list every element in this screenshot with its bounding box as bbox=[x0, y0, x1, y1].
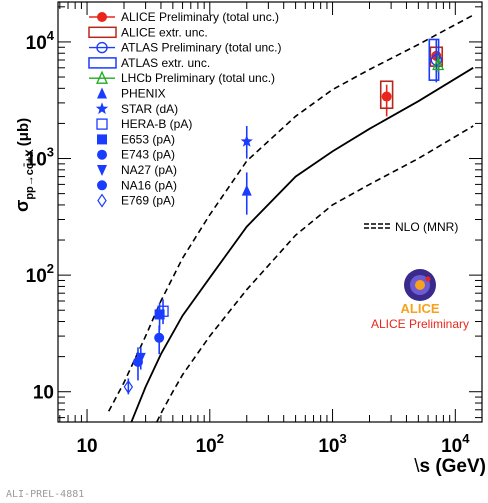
y-tick-base: 10 bbox=[26, 266, 47, 287]
legend-label-na16-pa: NA16 (pA) bbox=[121, 178, 177, 192]
legend-marker-lhcb-preliminary-total-unc bbox=[95, 70, 109, 84]
nlo-curve-lower bbox=[156, 125, 474, 422]
legend-marker-hera-b-pa bbox=[96, 118, 108, 130]
x-tick-base: 10 bbox=[318, 436, 339, 457]
y-tick-base: 10 bbox=[26, 33, 47, 54]
legend-marker-e743-pa bbox=[97, 149, 107, 160]
nlo-curve-upper bbox=[107, 14, 474, 412]
legend-marker-na16-pa bbox=[97, 180, 107, 191]
nlo-curves bbox=[107, 14, 474, 422]
x-tick-base: 10 bbox=[196, 436, 217, 457]
y-axis-title: σpp→cc̄+X(μb) bbox=[12, 118, 36, 212]
y-tick-exp: 3 bbox=[47, 145, 54, 160]
legend-label-e743-pa: E743 (pA) bbox=[121, 148, 175, 162]
y-tick-label: 10 bbox=[33, 383, 54, 404]
x-tick-label: 10 bbox=[76, 436, 97, 457]
x-axis-title: \s (GeV) bbox=[414, 456, 486, 477]
legend-swatch-atlas-extr-unc bbox=[88, 57, 117, 69]
nlo-curve-central bbox=[130, 67, 474, 422]
figure-id: ALI-PREL-4881 bbox=[6, 489, 84, 500]
legend-marker-atlas-preliminary-total-unc bbox=[96, 41, 108, 54]
legend-swatch-alice-extr-unc bbox=[88, 26, 117, 39]
legend-marker-na27-pa bbox=[97, 165, 107, 176]
y-tick-label: 104 bbox=[26, 28, 55, 54]
y-tick-base: 10 bbox=[33, 383, 54, 404]
legend-marker-e653-pa bbox=[97, 134, 107, 145]
y-tick-base: 10 bbox=[26, 150, 47, 171]
legend-marker-phenix bbox=[97, 87, 107, 99]
data-points bbox=[123, 38, 445, 395]
alice-logo-name: ALICE bbox=[401, 301, 440, 316]
x-tick-label: 102 bbox=[196, 431, 224, 457]
axis-ticks bbox=[58, 2, 482, 422]
x-tick-label: 104 bbox=[441, 431, 470, 457]
y-tick-label: 103 bbox=[26, 145, 54, 171]
point-star-da bbox=[240, 135, 253, 147]
alice-caption: ALICE Preliminary bbox=[371, 317, 469, 331]
x-tick-exp: 4 bbox=[462, 431, 470, 446]
legend-label-atlas-preliminary-total-unc: ATLAS Preliminary (total unc.) bbox=[121, 41, 282, 55]
legend-label-hera-b-pa: HERA-B (pA) bbox=[121, 117, 192, 131]
legend-label-lhcb-preliminary-total-unc: LHCb Preliminary (total unc.) bbox=[121, 71, 275, 85]
legend-label-phenix: PHENIX bbox=[121, 87, 166, 101]
legend-marker-star-da bbox=[95, 102, 109, 115]
y-tick-label: 102 bbox=[26, 261, 54, 287]
y-tick-exp: 2 bbox=[47, 261, 54, 276]
legend-label-alice-preliminary-total-unc: ALICE Preliminary (total unc.) bbox=[121, 10, 279, 24]
alice-logo-core bbox=[415, 280, 425, 290]
point-e769-pa bbox=[123, 379, 134, 394]
x-tick-base: 10 bbox=[441, 436, 462, 457]
point-lhcb-preliminary-total-unc bbox=[432, 56, 445, 71]
legend-marker-alice-preliminary-total-unc bbox=[97, 12, 107, 22]
nlo-legend-label: NLO (MNR) bbox=[395, 220, 458, 234]
nlo-legend: NLO (MNR) bbox=[364, 220, 458, 234]
y-tick-exp: 4 bbox=[47, 28, 55, 43]
x-tick-base: 10 bbox=[76, 436, 97, 457]
x-tick-exp: 3 bbox=[340, 431, 347, 446]
legend-label-e769-pa: E769 (pA) bbox=[121, 194, 175, 208]
alice-logo-dot bbox=[425, 276, 431, 282]
legend-label-star-da: STAR (dA) bbox=[121, 102, 178, 116]
point-atlas-preliminary-total-unc bbox=[430, 54, 442, 66]
legend-label-alice-extr-unc: ALICE extr. unc. bbox=[121, 25, 208, 39]
point-na16-pa bbox=[132, 356, 143, 367]
legend-label-na27-pa: NA27 (pA) bbox=[121, 163, 177, 177]
point-alice-preliminary-total-unc bbox=[381, 91, 392, 102]
point-phenix bbox=[241, 184, 252, 196]
x-tick-label: 103 bbox=[318, 431, 346, 457]
point-alice-extr-unc bbox=[379, 80, 394, 110]
point-e743-pa bbox=[154, 332, 165, 343]
legend: ALICE Preliminary (total unc.)ALICE extr… bbox=[88, 10, 282, 208]
point-e653-pa bbox=[154, 309, 165, 320]
legend-label-atlas-extr-unc: ATLAS extr. unc. bbox=[121, 56, 210, 70]
legend-label-e653-pa: E653 (pA) bbox=[121, 132, 175, 146]
x-tick-exp: 2 bbox=[217, 431, 224, 446]
plot-frame bbox=[57, 1, 483, 423]
legend-marker-e769-pa bbox=[97, 193, 107, 208]
